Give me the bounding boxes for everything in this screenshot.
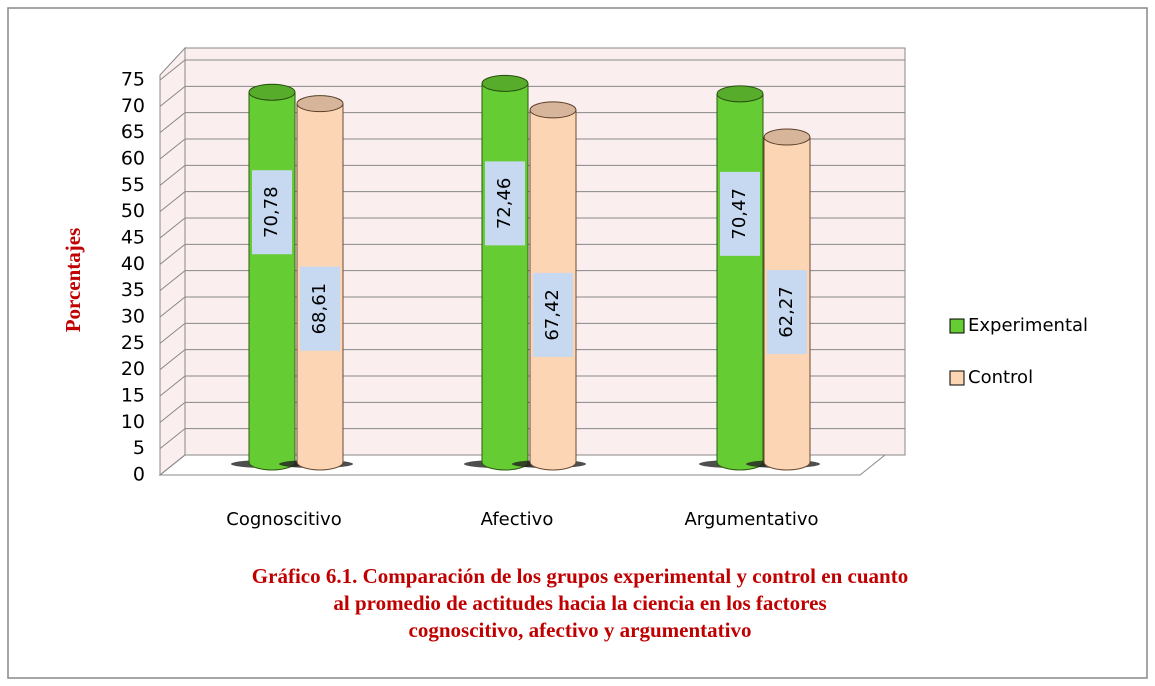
bar [699, 85, 773, 471]
value-label-bg [767, 270, 807, 355]
bar-body [717, 93, 763, 462]
value-label-bg [485, 161, 525, 246]
value-label: 68,61 [309, 283, 330, 335]
y-tick-label: 25 [121, 332, 145, 354]
y-tick-label: 35 [121, 279, 145, 301]
y-tick-label: 5 [133, 437, 145, 459]
legend-label: Control [968, 367, 1033, 388]
value-label: 70,47 [729, 188, 750, 240]
x-tick-label: Argumentativo [684, 509, 818, 530]
grid-line [159, 59, 186, 81]
bar-top [296, 95, 344, 113]
bar-body [482, 83, 528, 463]
grid-line [159, 401, 186, 423]
value-label: 62,27 [776, 286, 797, 338]
y-tick-label: 70 [121, 95, 145, 117]
grid-line [159, 138, 186, 160]
y-tick-label: 40 [121, 253, 145, 275]
caption: al promedio de actitudes hacia la cienci… [333, 591, 826, 615]
grid-line [159, 191, 186, 213]
y-tick-label: 0 [133, 464, 145, 486]
grid-line [159, 217, 186, 239]
y-tick-label: 45 [121, 227, 145, 249]
value-label: 67,42 [542, 289, 563, 341]
bar-body [249, 92, 295, 462]
y-tick-label: 10 [121, 411, 145, 433]
bar [231, 83, 305, 471]
caption: Gráfico 6.1. Comparación de los grupos e… [252, 564, 908, 588]
y-tick-label: 50 [121, 200, 145, 222]
value-label-bg [252, 170, 292, 255]
grid-line [159, 349, 186, 371]
bar [464, 74, 538, 471]
bar-top [716, 85, 764, 103]
value-label: 72,46 [494, 178, 515, 230]
value-label-bg [720, 171, 760, 256]
y-axis-label: Porcentajes [61, 228, 85, 333]
bar-top [481, 74, 529, 92]
value-label: 70,78 [261, 186, 282, 238]
y-tick-label: 65 [121, 121, 145, 143]
legend-swatch [949, 370, 965, 386]
bar-top [248, 83, 296, 101]
grid-line [159, 164, 186, 186]
grid-line [159, 243, 186, 265]
grid-line [159, 375, 186, 397]
grid-line [159, 112, 186, 134]
y-tick-label: 15 [121, 385, 145, 407]
y-tick-label: 60 [121, 148, 145, 170]
y-tick-label: 20 [121, 358, 145, 380]
y-tick-label: 30 [121, 306, 145, 328]
grid-line [159, 270, 186, 292]
y-tick-label: 55 [121, 174, 145, 196]
bar-top [763, 128, 811, 146]
grid-line [159, 428, 186, 450]
value-label-bg [533, 272, 573, 357]
bar-top [529, 101, 577, 119]
legend-label: Experimental [968, 315, 1088, 336]
x-tick-label: Cognoscitivo [226, 509, 341, 530]
x-tick-label: Afectivo [481, 509, 554, 530]
grid-line [159, 454, 186, 476]
grid-line [159, 296, 186, 318]
grid-line [159, 85, 186, 107]
caption: cognoscitivo, afectivo y argumentativo [409, 618, 752, 642]
value-label-bg [300, 266, 340, 351]
y-tick-label: 75 [121, 69, 145, 91]
legend-swatch [949, 318, 965, 334]
grid-line [159, 322, 186, 344]
